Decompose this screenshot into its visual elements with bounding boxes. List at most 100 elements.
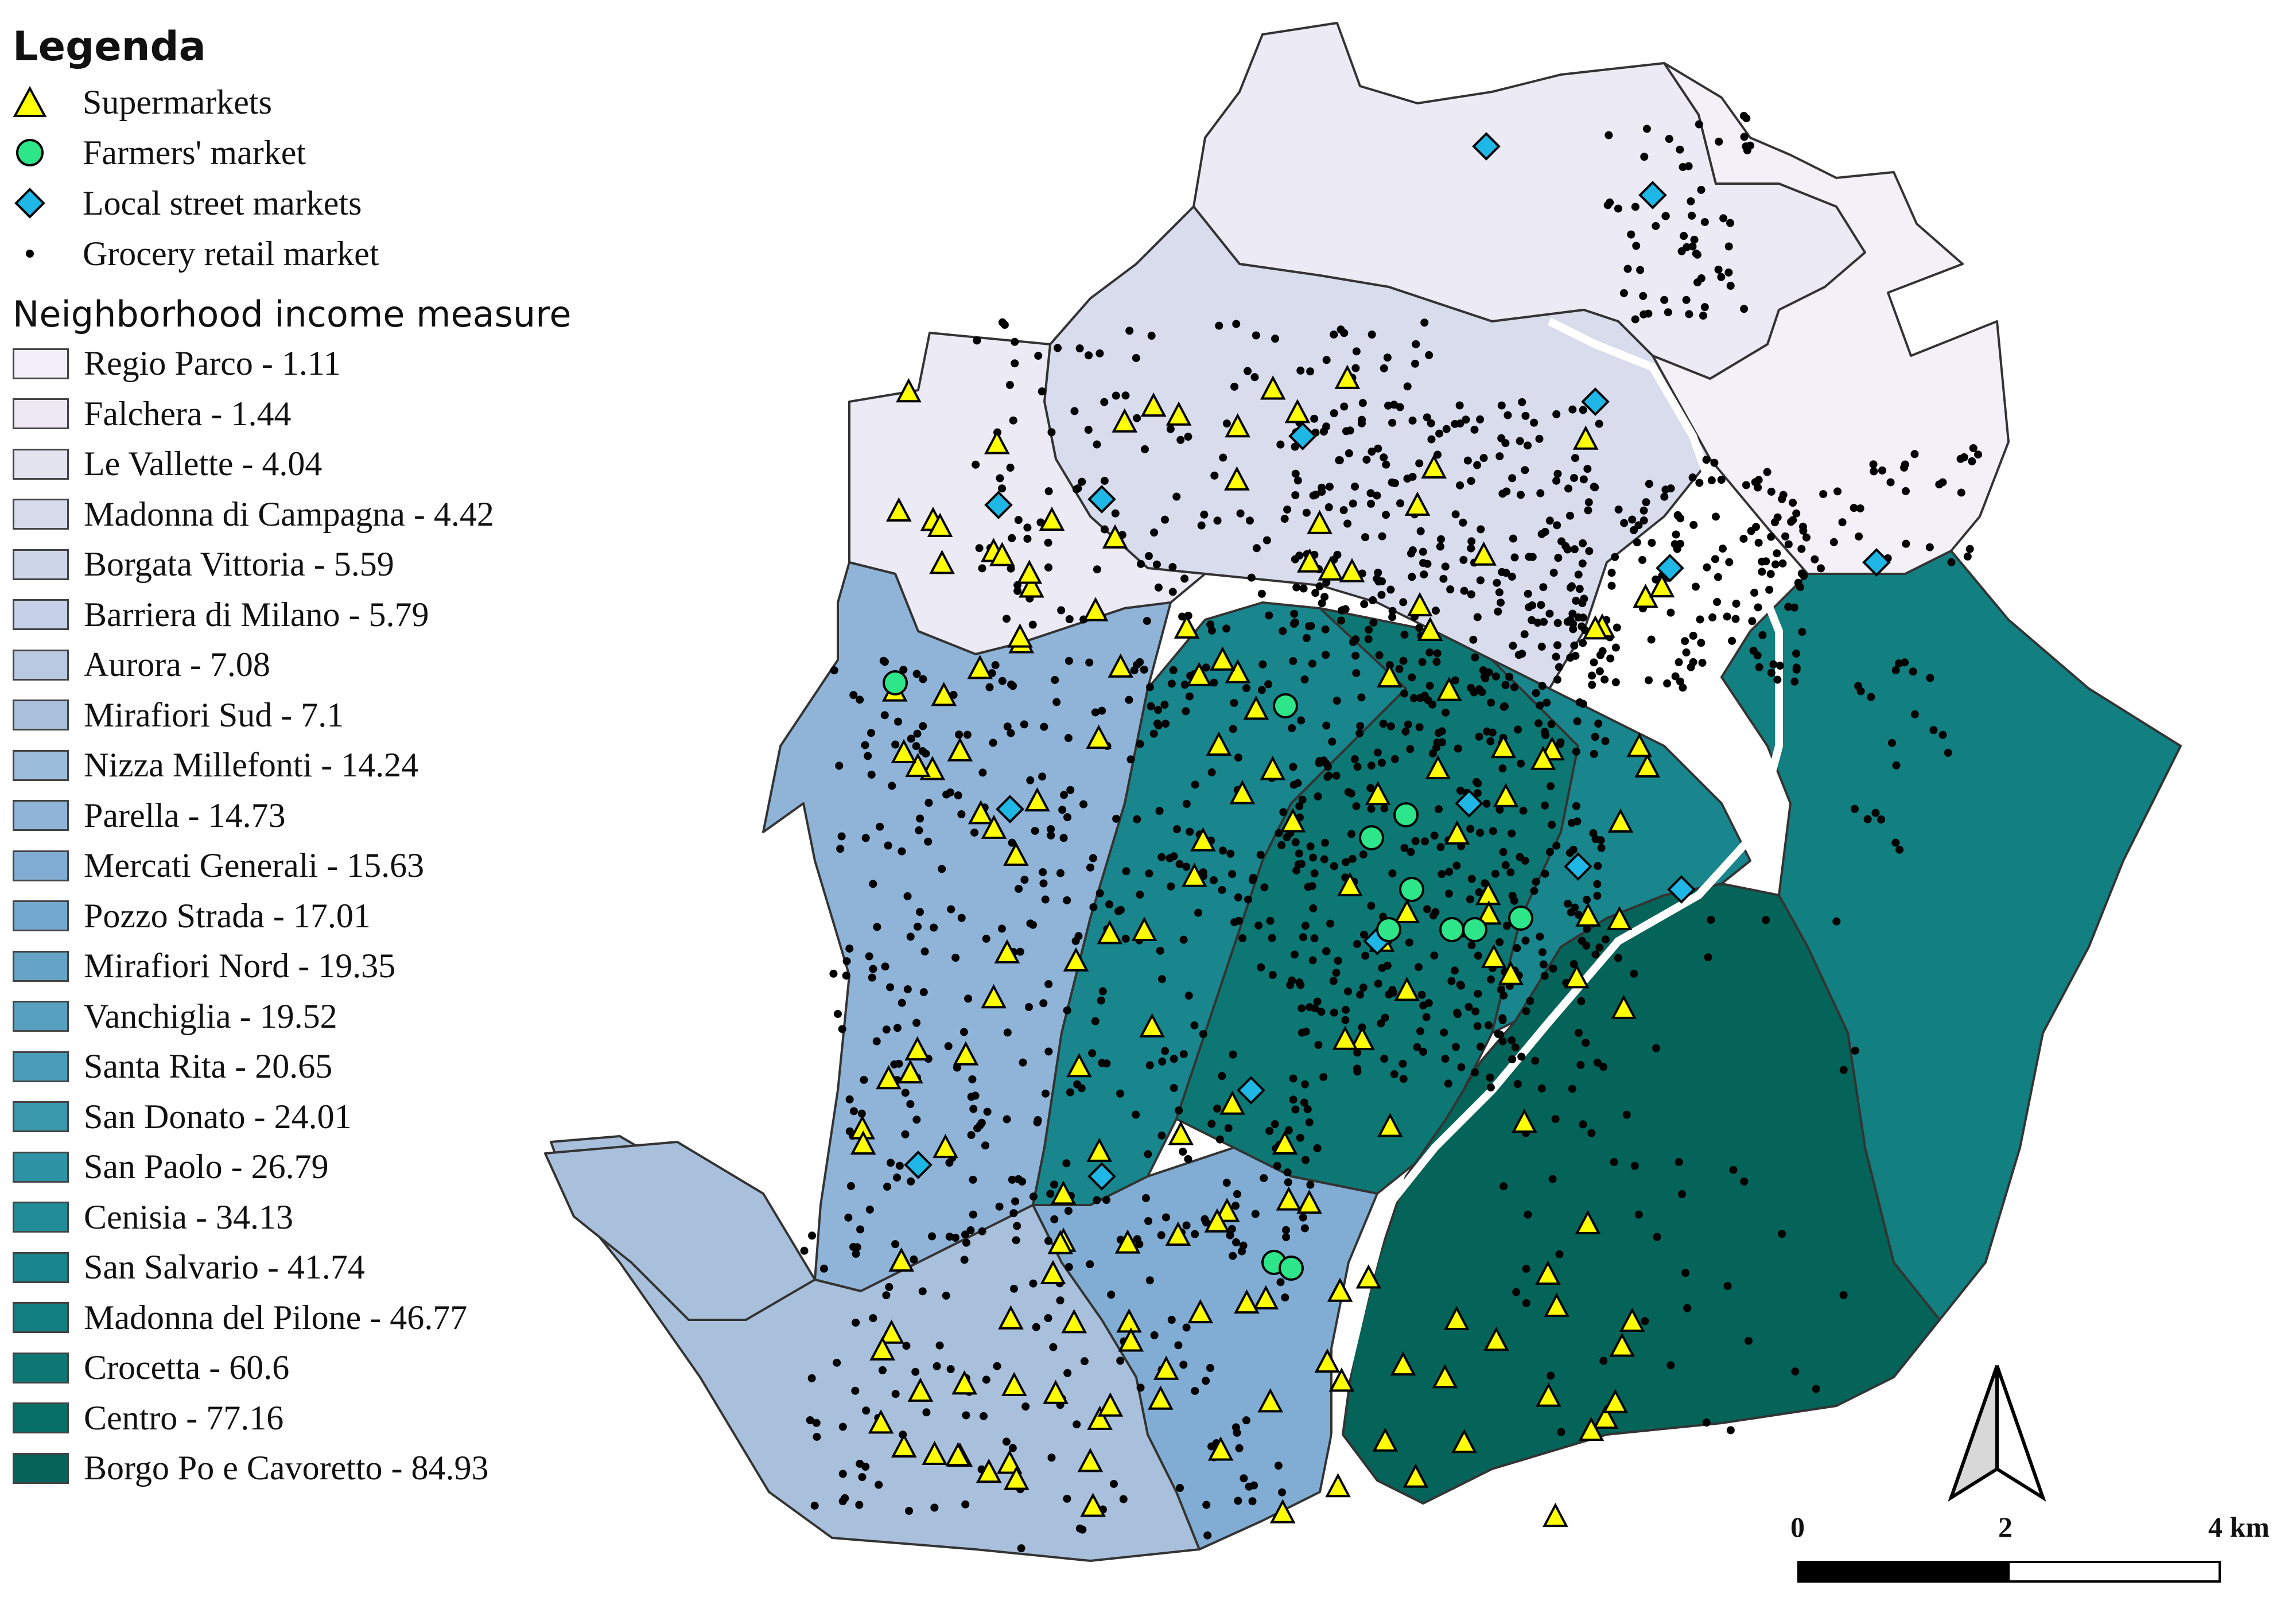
grocery-dot	[1495, 806, 1504, 814]
income-label: Madonna del Pilone - 46.77	[84, 1298, 468, 1336]
grocery-dot	[1170, 1083, 1178, 1092]
grocery-dot	[1174, 1341, 1183, 1350]
dot-icon	[13, 236, 59, 271]
grocery-dot	[861, 1463, 870, 1471]
grocery-dot	[1593, 1058, 1602, 1067]
grocery-dot	[1791, 1367, 1800, 1376]
supermarket-triangle	[886, 497, 912, 522]
grocery-dot	[1740, 133, 1749, 141]
supermarket-triangle	[998, 1305, 1024, 1330]
street-market-diamond	[1667, 875, 1696, 904]
grocery-dot	[1588, 671, 1596, 680]
grocery-dot	[1475, 732, 1483, 741]
grocery-dot	[1279, 627, 1287, 635]
grocery-dot	[1291, 555, 1299, 564]
grocery-dot	[1318, 599, 1326, 608]
grocery-dot	[978, 768, 987, 777]
grocery-dot	[1002, 1437, 1011, 1446]
grocery-dot	[1244, 895, 1252, 904]
grocery-dot	[1321, 625, 1330, 634]
grocery-dot	[903, 892, 912, 900]
grocery-dot	[1590, 749, 1598, 758]
grocery-dot	[916, 908, 924, 916]
grocery-dot	[1399, 598, 1408, 607]
grocery-dot	[924, 837, 933, 846]
grocery-dot	[1428, 700, 1437, 709]
grocery-dot	[1433, 649, 1442, 658]
district-farwest	[544, 1141, 816, 1321]
grocery-dot	[1711, 555, 1719, 564]
grocery-dot	[1557, 1428, 1565, 1436]
grocery-dot	[1584, 498, 1593, 507]
grocery-dot	[1295, 802, 1304, 810]
grocery-dot	[1302, 1027, 1310, 1036]
grocery-dot	[1416, 1027, 1424, 1036]
grocery-dot	[1467, 941, 1476, 950]
grocery-dot	[1614, 204, 1622, 213]
grocery-dot	[1517, 759, 1525, 768]
grocery-dot	[1770, 518, 1779, 527]
income-label: Parella - 14.73	[84, 796, 286, 834]
grocery-dot	[1642, 125, 1651, 133]
supermarket-triangle	[1140, 392, 1167, 417]
grocery-dot	[995, 1202, 1004, 1211]
grocery-dot	[976, 1121, 984, 1130]
grocery-dot	[1105, 900, 1113, 909]
grocery-dot	[1681, 1269, 1690, 1277]
supermarket-triangle	[1148, 1385, 1174, 1410]
grocery-dot	[1676, 539, 1684, 548]
grocery-dot	[1136, 658, 1144, 666]
grocery-dot	[1703, 563, 1711, 572]
grocery-dot	[905, 1506, 914, 1515]
grocery-dot	[1028, 620, 1037, 629]
grocery-dot	[867, 729, 876, 737]
grocery-dot	[901, 1089, 910, 1097]
grocery-dot	[1663, 679, 1672, 688]
supermarket-triangle	[1269, 1499, 1296, 1524]
grocery-dot	[1579, 475, 1588, 484]
grocery-dot	[1660, 296, 1669, 304]
grocery-dot	[1427, 419, 1435, 428]
grocery-dot	[1517, 491, 1525, 499]
grocery-dot	[1213, 516, 1222, 525]
grocery-dot	[1867, 693, 1875, 701]
grocery-dot	[1595, 943, 1604, 952]
grocery-dot	[1425, 351, 1433, 359]
supermarket-triangle	[953, 1041, 979, 1066]
grocery-dot	[1041, 895, 1050, 904]
grocery-dot	[1799, 526, 1808, 535]
grocery-dot	[1610, 1158, 1618, 1167]
grocery-dot	[1322, 651, 1330, 659]
grocery-dot	[1715, 137, 1723, 146]
grocery-dot	[1778, 559, 1787, 568]
grocery-dot	[1553, 619, 1562, 627]
grocery-dot	[1740, 305, 1749, 313]
grocery-dot	[1377, 1019, 1385, 1028]
grocery-dot	[1291, 1105, 1300, 1114]
grocery-dot	[1388, 613, 1397, 621]
grocery-dot	[1305, 622, 1314, 631]
grocery-dot	[1763, 468, 1771, 476]
grocery-dot	[1536, 701, 1544, 710]
grocery-dot	[1545, 609, 1554, 618]
grocery-dot	[1406, 745, 1415, 753]
grocery-dot	[1333, 550, 1342, 559]
grocery-dot	[1762, 557, 1770, 566]
grocery-dot	[1386, 722, 1395, 730]
supermarket-triangle	[1365, 780, 1391, 806]
grocery-dot	[1236, 509, 1245, 518]
grocery-dot	[913, 922, 922, 931]
grocery-dot	[1533, 619, 1542, 627]
supermarket-triangle	[1421, 454, 1447, 479]
grocery-dot	[1218, 885, 1226, 894]
grocery-dot	[1687, 197, 1695, 205]
grocery-dot	[1302, 1156, 1310, 1164]
grocery-dot	[1239, 1241, 1248, 1250]
grocery-dot	[1353, 1048, 1362, 1057]
grocery-dot	[955, 730, 964, 739]
grocery-dot	[1291, 491, 1300, 499]
supermarket-triangle	[1493, 783, 1519, 807]
grocery-dot	[1320, 855, 1328, 864]
street-market-diamond	[1472, 132, 1501, 161]
